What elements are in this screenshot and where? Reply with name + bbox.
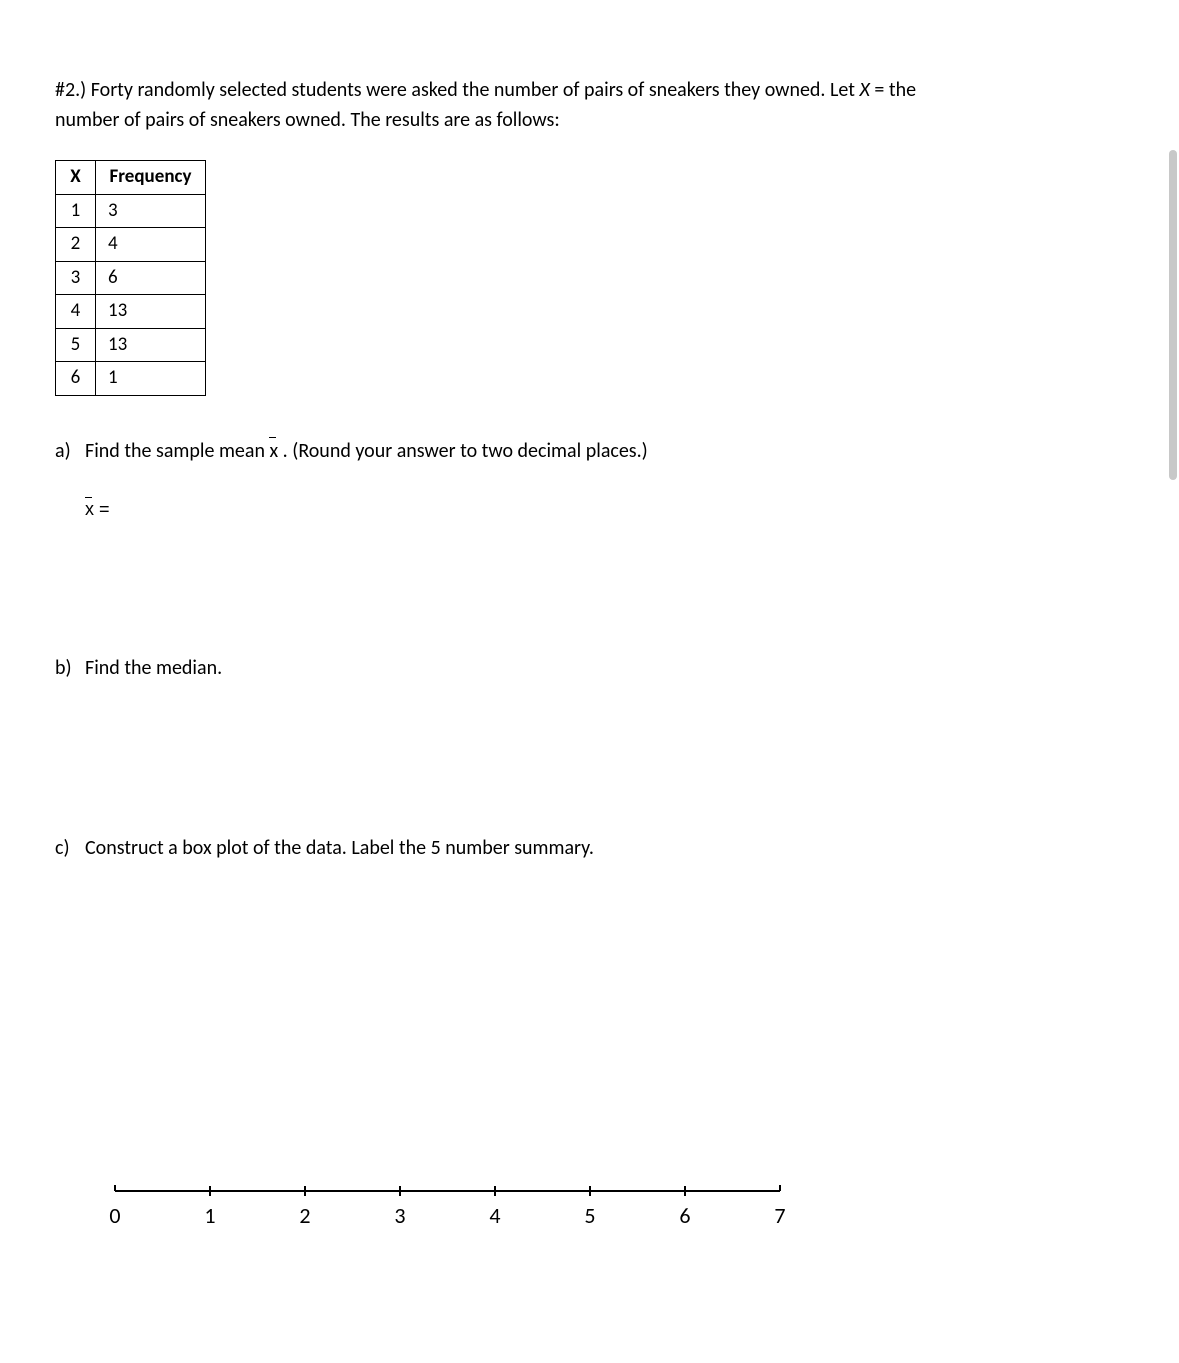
svg-text:4: 4	[489, 1202, 500, 1229]
table-row: 413	[56, 295, 206, 329]
cell-freq: 13	[96, 328, 206, 362]
number-line-axis: 0 1 2 3 4 5 6 7	[95, 1173, 815, 1233]
svg-text:7: 7	[774, 1202, 785, 1229]
cell-x: 2	[56, 228, 96, 262]
cell-x: 1	[56, 194, 96, 228]
equals-text: =	[94, 499, 110, 519]
cell-freq: 1	[96, 362, 206, 396]
frequency-table: X Frequency 13 24 36 413 513 61	[55, 160, 206, 396]
xbar-symbol: x	[85, 496, 94, 523]
cell-freq: 4	[96, 228, 206, 262]
part-c-label: c)	[55, 833, 85, 863]
part-b: b) Find the median.	[55, 653, 1124, 683]
number-line: 0 1 2 3 4 5 6 7	[95, 1173, 1124, 1242]
svg-text:2: 2	[299, 1202, 310, 1229]
cell-x: 5	[56, 328, 96, 362]
scrollbar-thumb[interactable]	[1169, 150, 1177, 480]
part-b-label: b)	[55, 653, 85, 683]
col-header-x: X	[56, 161, 96, 195]
table-row: 36	[56, 261, 206, 295]
svg-text:5: 5	[584, 1202, 595, 1229]
col-header-frequency: Frequency	[96, 161, 206, 195]
svg-text:0: 0	[109, 1202, 120, 1229]
part-a-label: a)	[55, 436, 85, 466]
cell-x: 3	[56, 261, 96, 295]
part-b-text: Find the median.	[85, 653, 1124, 683]
xbar-symbol: x	[269, 436, 278, 466]
cell-freq: 3	[96, 194, 206, 228]
table-row: 513	[56, 328, 206, 362]
intro-line-2: number of pairs of sneakers owned. The r…	[55, 108, 560, 132]
intro-var-x: X	[859, 78, 869, 102]
intro-line-1a: #2.) Forty randomly selected students we…	[55, 78, 859, 102]
part-a: a) Find the sample mean x . (Round your …	[55, 436, 1124, 466]
xbar-equals: x =	[85, 496, 1124, 523]
part-a-text: Find the sample mean x . (Round your ans…	[85, 436, 1124, 466]
svg-text:3: 3	[394, 1202, 405, 1229]
part-c-text: Construct a box plot of the data. Label …	[85, 833, 1124, 863]
table-row: 24	[56, 228, 206, 262]
table-row: 61	[56, 362, 206, 396]
table-header-row: X Frequency	[56, 161, 206, 195]
part-c: c) Construct a box plot of the data. Lab…	[55, 833, 1124, 863]
cell-freq: 6	[96, 261, 206, 295]
svg-text:6: 6	[679, 1202, 690, 1229]
table-row: 13	[56, 194, 206, 228]
cell-x: 6	[56, 362, 96, 396]
cell-x: 4	[56, 295, 96, 329]
intro-line-1b: = the	[870, 78, 916, 102]
part-a-post: . (Round your answer to two decimal plac…	[278, 439, 648, 463]
cell-freq: 13	[96, 295, 206, 329]
svg-text:1: 1	[204, 1202, 215, 1229]
question-intro: #2.) Forty randomly selected students we…	[55, 75, 1124, 135]
part-a-pre: Find the sample mean	[85, 439, 269, 463]
